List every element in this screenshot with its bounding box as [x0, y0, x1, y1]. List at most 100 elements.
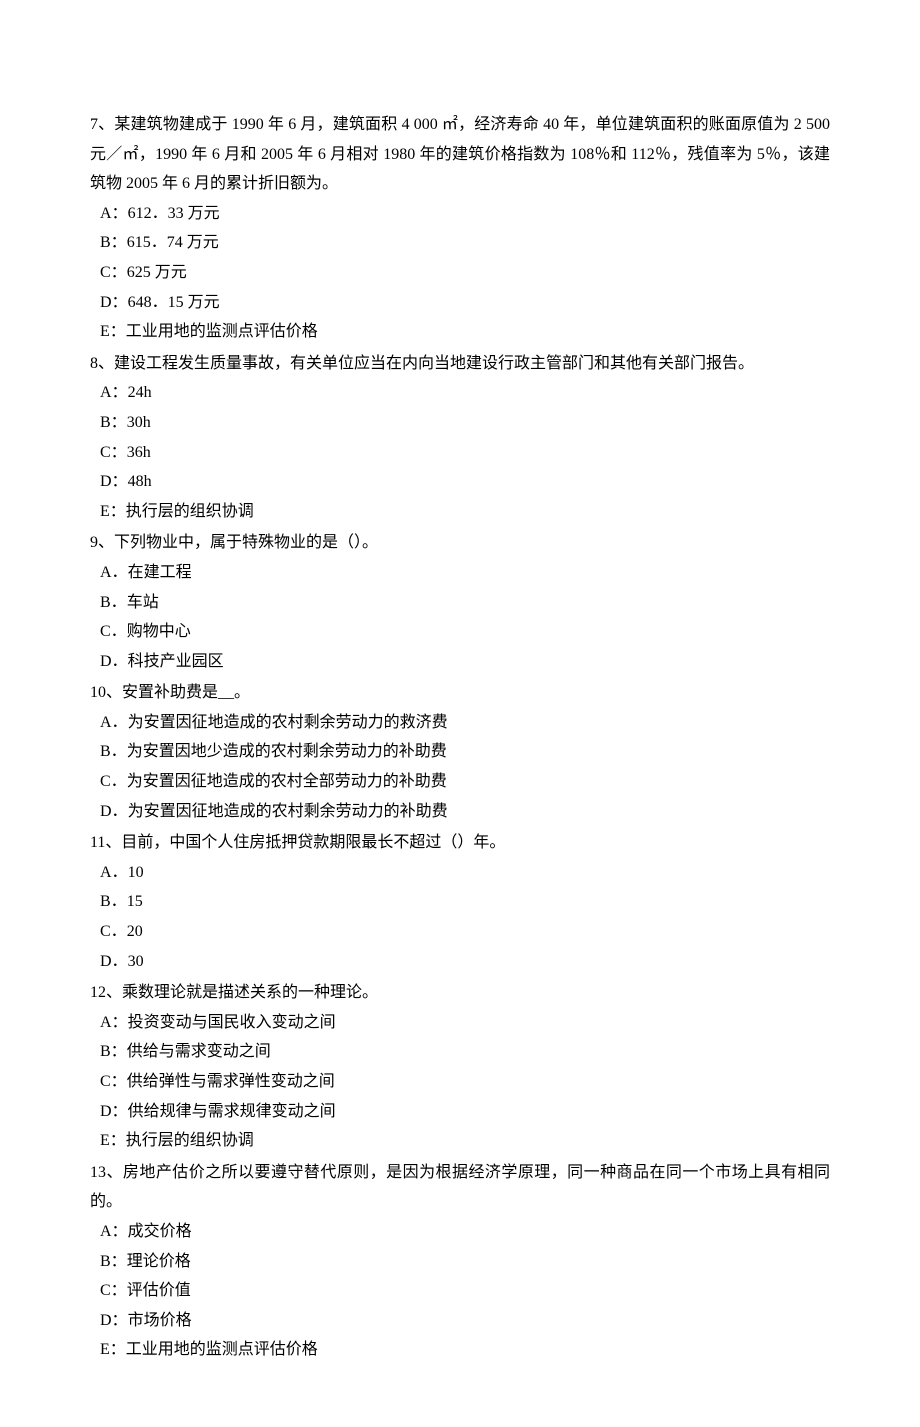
option-label: B：: [100, 234, 127, 251]
option-text: 24h: [128, 384, 152, 401]
option-c: C．20: [90, 917, 830, 947]
option-label: B．: [100, 743, 127, 760]
option-c: C：36h: [90, 438, 830, 468]
question-10: 10、安置补助费是__。 A．为安置因征地造成的农村剩余劳动力的救济费 B．为安…: [90, 678, 830, 826]
option-label: C：: [100, 1073, 127, 1090]
option-text: 615．74 万元: [127, 234, 219, 251]
option-text: 评估价值: [127, 1282, 191, 1299]
question-number: 8、: [90, 355, 114, 372]
option-d: D：市场价格: [90, 1306, 830, 1336]
option-b: B：理论价格: [90, 1247, 830, 1277]
option-d: D．科技产业园区: [90, 647, 830, 677]
question-text: 12、乘数理论就是描述关系的一种理论。: [90, 978, 830, 1008]
question-number: 12、: [90, 984, 122, 1001]
option-text: 市场价格: [128, 1312, 192, 1329]
option-text: 执行层的组织协调: [126, 1132, 254, 1149]
option-label: E：: [100, 323, 126, 340]
question-number: 11、: [90, 834, 121, 851]
option-a: A．在建工程: [90, 558, 830, 588]
option-d: D：48h: [90, 467, 830, 497]
question-body: 安置补助费是__。: [122, 684, 250, 701]
option-label: E：: [100, 1132, 126, 1149]
option-d: D．为安置因征地造成的农村剩余劳动力的补助费: [90, 797, 830, 827]
option-b: B：30h: [90, 408, 830, 438]
question-text: 11、目前，中国个人住房抵押贷款期限最长不超过（）年。: [90, 828, 830, 858]
option-text: 执行层的组织协调: [126, 503, 254, 520]
option-label: B：: [100, 414, 127, 431]
option-label: C．: [100, 923, 127, 940]
option-e: E：执行层的组织协调: [90, 1126, 830, 1156]
option-label: C．: [100, 623, 127, 640]
option-text: 15: [127, 893, 143, 910]
option-label: E：: [100, 1341, 126, 1358]
question-number: 9、: [90, 534, 114, 551]
option-label: B：: [100, 1253, 127, 1270]
option-text: 10: [128, 864, 144, 881]
option-label: D．: [100, 653, 128, 670]
question-body: 下列物业中，属于特殊物业的是（）。: [114, 534, 378, 551]
option-text: 车站: [127, 594, 159, 611]
option-label: A：: [100, 1223, 128, 1240]
question-body: 目前，中国个人住房抵押贷款期限最长不超过（）年。: [121, 834, 505, 851]
question-text: 13、房地产估价之所以要遵守替代原则，是因为根据经济学原理，同一种商品在同一个市…: [90, 1158, 830, 1217]
option-a: A．10: [90, 858, 830, 888]
option-text: 供给弹性与需求弹性变动之间: [127, 1073, 335, 1090]
option-label: C：: [100, 264, 127, 281]
option-b: B：供给与需求变动之间: [90, 1037, 830, 1067]
option-a: A：投资变动与国民收入变动之间: [90, 1008, 830, 1038]
option-a: A：24h: [90, 378, 830, 408]
option-text: 在建工程: [128, 564, 192, 581]
option-text: 供给与需求变动之间: [127, 1043, 271, 1060]
option-text: 工业用地的监测点评估价格: [126, 323, 318, 340]
option-text: 612．33 万元: [128, 205, 220, 222]
option-text: 供给规律与需求规律变动之间: [128, 1103, 336, 1120]
option-label: B．: [100, 594, 127, 611]
option-text: 648．15 万元: [128, 294, 220, 311]
document-content: 7、某建筑物建成于 1990 年 6 月，建筑面积 4 000 ㎡，经济寿命 4…: [90, 110, 830, 1365]
option-c: C：评估价值: [90, 1276, 830, 1306]
option-c: C．购物中心: [90, 617, 830, 647]
question-number: 10、: [90, 684, 122, 701]
option-c: C：供给弹性与需求弹性变动之间: [90, 1067, 830, 1097]
option-label: A．: [100, 564, 128, 581]
option-b: B．为安置因地少造成的农村剩余劳动力的补助费: [90, 737, 830, 767]
question-text: 10、安置补助费是__。: [90, 678, 830, 708]
option-label: B．: [100, 893, 127, 910]
option-e: E：工业用地的监测点评估价格: [90, 317, 830, 347]
option-text: 36h: [127, 444, 151, 461]
question-12: 12、乘数理论就是描述关系的一种理论。 A：投资变动与国民收入变动之间 B：供给…: [90, 978, 830, 1156]
option-e: E：执行层的组织协调: [90, 497, 830, 527]
question-7: 7、某建筑物建成于 1990 年 6 月，建筑面积 4 000 ㎡，经济寿命 4…: [90, 110, 830, 347]
question-text: 9、下列物业中，属于特殊物业的是（）。: [90, 528, 830, 558]
option-text: 为安置因征地造成的农村全部劳动力的补助费: [127, 773, 447, 790]
option-label: A：: [100, 205, 128, 222]
option-label: C：: [100, 444, 127, 461]
option-text: 30h: [127, 414, 151, 431]
option-c: C：625 万元: [90, 258, 830, 288]
option-label: D：: [100, 1103, 128, 1120]
option-text: 投资变动与国民收入变动之间: [128, 1014, 336, 1031]
option-label: A．: [100, 714, 128, 731]
option-label: A：: [100, 384, 128, 401]
option-text: 30: [128, 953, 144, 970]
option-label: D．: [100, 803, 128, 820]
option-a: A：成交价格: [90, 1217, 830, 1247]
question-8: 8、建设工程发生质量事故，有关单位应当在内向当地建设行政主管部门和其他有关部门报…: [90, 349, 830, 527]
question-11: 11、目前，中国个人住房抵押贷款期限最长不超过（）年。 A．10 B．15 C．…: [90, 828, 830, 976]
option-c: C．为安置因征地造成的农村全部劳动力的补助费: [90, 767, 830, 797]
question-9: 9、下列物业中，属于特殊物业的是（）。 A．在建工程 B．车站 C．购物中心 D…: [90, 528, 830, 676]
option-text: 理论价格: [127, 1253, 191, 1270]
option-text: 48h: [128, 473, 152, 490]
option-label: D：: [100, 473, 128, 490]
option-text: 购物中心: [127, 623, 191, 640]
option-text: 20: [127, 923, 143, 940]
question-13: 13、房地产估价之所以要遵守替代原则，是因为根据经济学原理，同一种商品在同一个市…: [90, 1158, 830, 1365]
option-label: C．: [100, 773, 127, 790]
option-label: D：: [100, 1312, 128, 1329]
option-label: A：: [100, 1014, 128, 1031]
option-label: E：: [100, 503, 126, 520]
option-label: C：: [100, 1282, 127, 1299]
option-label: D：: [100, 294, 128, 311]
option-label: B：: [100, 1043, 127, 1060]
question-body: 房地产估价之所以要遵守替代原则，是因为根据经济学原理，同一种商品在同一个市场上具…: [90, 1164, 830, 1211]
